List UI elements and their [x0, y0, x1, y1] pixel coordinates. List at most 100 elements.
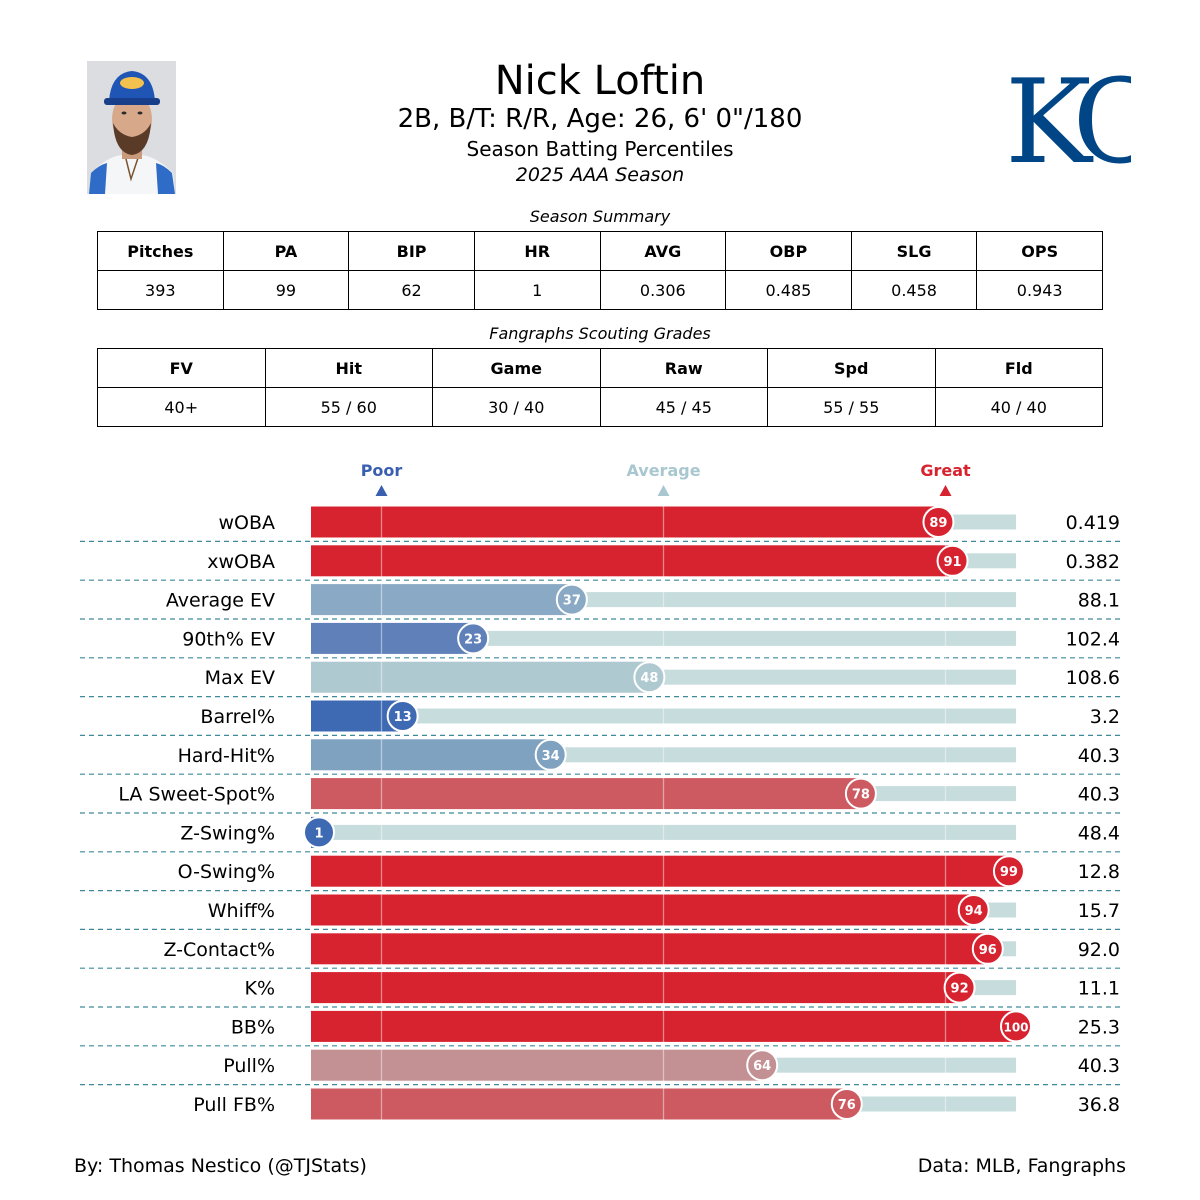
percentile-bar — [311, 1049, 763, 1081]
stat-value: 48.4 — [1078, 822, 1120, 844]
metric-label: LA Sweet-Spot% — [118, 784, 275, 806]
reference-label: Average — [626, 461, 700, 480]
percentile-bar — [311, 584, 572, 616]
table-row: 40+ 55 / 60 30 / 40 45 / 45 55 / 55 40 /… — [97, 387, 1103, 427]
table-header-cell: OPS — [976, 231, 1103, 271]
stat-value: 36.8 — [1078, 1094, 1120, 1116]
percentile-marker — [555, 583, 588, 616]
table-cell: 0.485 — [725, 270, 852, 310]
percentile-bar — [311, 622, 474, 654]
percentile-marker — [971, 932, 1004, 965]
percentile-label: 99 — [1000, 865, 1018, 880]
stat-value: 40.3 — [1078, 745, 1120, 767]
percentile-bar-chart: Poor Average Great wOBA 0.419 xwOBA 0.382 Avera… — [80, 461, 1120, 1120]
percentile-bar — [311, 661, 650, 693]
stat-value: 11.1 — [1078, 978, 1120, 1000]
metric-label: K% — [244, 978, 275, 1000]
table-cell: 40+ — [97, 387, 266, 427]
percentile-label: 91 — [944, 555, 962, 570]
percentile-bar — [311, 1010, 1016, 1042]
table-header-cell: Raw — [599, 348, 768, 388]
table-cell: 99 — [222, 270, 350, 310]
player-headshot — [87, 61, 176, 194]
stat-value: 0.419 — [1066, 512, 1120, 534]
percentile-marker — [457, 622, 490, 655]
metric-label: xwOBA — [207, 551, 275, 573]
reference-label: Great — [920, 461, 971, 480]
percentile-marker — [1000, 1010, 1032, 1043]
percentile-marker — [844, 777, 877, 810]
table-header-cell: Spd — [767, 348, 936, 388]
percentile-bar — [311, 855, 1009, 887]
percentile-label: 92 — [951, 982, 969, 997]
percentile-marker — [830, 1088, 863, 1120]
player-bio: 2B, B/T: R/R, Age: 26, 6' 0"/180 — [397, 104, 803, 134]
percentile-bar — [311, 894, 974, 926]
percentile-marker — [746, 1049, 779, 1082]
table-header-cell: HR — [473, 231, 601, 271]
table-header-cell: Game — [432, 348, 601, 388]
summary-title: Season Summary — [529, 207, 671, 226]
metric-label: wOBA — [218, 512, 275, 534]
percentile-bar — [311, 1088, 847, 1120]
reference-marker — [657, 485, 670, 496]
table-cell: 45 / 45 — [599, 387, 768, 427]
percentile-marker — [992, 855, 1025, 888]
percentile-label: 37 — [563, 594, 581, 609]
percentile-bar — [311, 739, 551, 771]
table-header-cell: Fld — [934, 348, 1103, 388]
percentile-label: 48 — [640, 671, 658, 686]
stat-value: 12.8 — [1078, 861, 1120, 883]
metric-label: Pull FB% — [193, 1094, 275, 1116]
percentile-label: 23 — [464, 632, 482, 647]
percentile-bar — [311, 545, 953, 577]
table-header-cell: BIP — [348, 231, 475, 271]
season-label: 2025 AAA Season — [515, 164, 685, 186]
stat-value: 25.3 — [1078, 1016, 1120, 1038]
metric-label: Z-Swing% — [180, 822, 275, 844]
percentile-label: 100 — [1003, 1020, 1028, 1034]
table-header-cell: SLG — [850, 231, 978, 271]
table-cell: 40 / 40 — [934, 387, 1103, 427]
percentile-marker — [936, 544, 969, 577]
stat-value: 0.382 — [1066, 551, 1120, 573]
reference-marker — [375, 485, 388, 496]
stat-value: 108.6 — [1066, 667, 1120, 689]
percentile-bar — [311, 933, 988, 965]
stat-value: 88.1 — [1078, 590, 1120, 612]
metric-label: BB% — [231, 1016, 275, 1038]
percentile-bar — [311, 972, 960, 1004]
metric-label: 90th% EV — [182, 628, 275, 650]
percentile-marker — [534, 738, 567, 771]
reference-label: Poor — [361, 461, 403, 480]
bar-track — [311, 708, 1016, 724]
table-header-cell: OBP — [725, 231, 852, 271]
player-name: Nick Loftin — [494, 58, 706, 104]
percentile-label: 96 — [979, 943, 997, 958]
percentile-label: 76 — [838, 1098, 856, 1113]
percentile-label: 34 — [542, 749, 560, 764]
table-cell: 0.458 — [850, 270, 978, 310]
percentile-marker — [386, 700, 419, 732]
percentile-marker — [303, 816, 335, 849]
metric-label: Average EV — [166, 590, 275, 612]
stat-value: 40.3 — [1078, 1055, 1120, 1077]
data-source: Data: MLB, Fangraphs — [917, 1155, 1126, 1177]
percentile-marker — [922, 506, 955, 538]
table-cell: 55 / 55 — [767, 387, 936, 427]
percentile-label: 13 — [394, 710, 412, 725]
table-cell: 0.943 — [976, 270, 1103, 310]
grades-title: Fangraphs Scouting Grades — [489, 324, 711, 343]
metric-label: Barrel% — [200, 706, 275, 728]
season-summary-table: Pitches PA BIP HR AVG OBP SLG OPS 393 99… — [97, 231, 1103, 310]
percentile-label: 78 — [852, 788, 870, 803]
table-cell: 1 — [473, 270, 601, 310]
metric-label: Hard-Hit% — [178, 745, 275, 767]
table-header-cell: Hit — [264, 348, 433, 388]
chart-subtitle: Season Batting Percentiles — [466, 137, 734, 161]
table-cell: 30 / 40 — [432, 387, 601, 427]
percentile-label: 94 — [965, 904, 983, 919]
table-row: 393 99 62 1 0.306 0.485 0.458 0.943 — [97, 270, 1103, 310]
percentile-marker — [943, 971, 976, 1004]
table-cell: 55 / 60 — [264, 387, 433, 427]
